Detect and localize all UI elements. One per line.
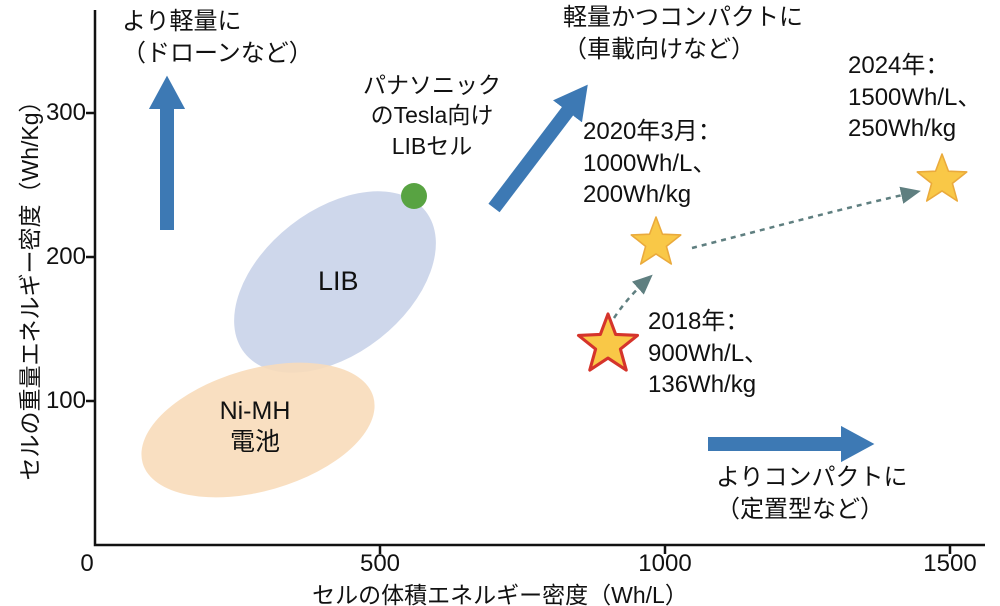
annotation-panasonic-line1: パナソニック — [363, 72, 501, 98]
panasonic-cell-point — [401, 183, 427, 209]
trend-arrow-2018-2020 — [612, 274, 653, 319]
annotation-lighter-compact-line1: 軽量かつコンパクトに — [563, 4, 803, 31]
y-tick-100: 100 — [45, 387, 86, 414]
annotation-panasonic: パナソニック のTesla向け LIBセル — [352, 70, 512, 161]
nimh-region-ellipse — [141, 362, 375, 498]
nimh-region-label-line1: Ni-MH — [219, 397, 291, 425]
x-tick-500: 500 — [359, 550, 401, 577]
annotation-2018: 2018年： 900Wh/L、 136Wh/kg — [648, 306, 768, 401]
annotation-2024-line3: 250Wh/kg — [848, 115, 957, 143]
annotation-lighter-line1: より軽量に — [122, 8, 242, 35]
annotation-panasonic-line3: LIBセル — [391, 132, 473, 159]
nimh-region-label: Ni-MH 電池 — [196, 396, 314, 459]
x-tick-1500: 1500 — [923, 550, 977, 577]
axis-tick-marks — [86, 111, 952, 554]
y-tick-200: 200 — [45, 243, 86, 270]
annotation-lighter-compact-line2: （車載向けなど） — [563, 35, 755, 63]
axes-lines — [93, 10, 985, 547]
annotation-2024: 2024年： 1500Wh/L、 250Wh/kg — [848, 50, 981, 145]
annotation-2024-line2: 1500Wh/L、 — [848, 83, 982, 111]
annotation-panasonic-line2: のTesla向け — [370, 102, 494, 129]
x-axis-title: セルの体積エネルギー密度（Wh/L） — [312, 582, 688, 606]
annotation-compact-line1: よりコンパクトに — [716, 464, 908, 491]
arrow-lighter-compact — [488, 84, 588, 213]
x-tick-1000: 1000 — [638, 550, 692, 577]
annotation-2024-line1: 2024年： — [848, 52, 950, 79]
star-2018 — [576, 312, 640, 372]
star-2024 — [916, 153, 968, 202]
annotation-2018-line2: 900Wh/L、 — [648, 339, 769, 367]
annotation-compact: よりコンパクトに （定置型など） — [716, 462, 908, 525]
annotation-2018-line1: 2018年： — [648, 308, 750, 335]
annotation-compact-line2: （定置型など） — [716, 495, 884, 523]
annotation-2020: 2020年3月： 1000Wh/L、 200Wh/kg — [583, 116, 722, 211]
x-tick-0: 0 — [80, 550, 94, 577]
star-2020 — [630, 216, 682, 265]
trend-arrow-2020-2024 — [691, 186, 921, 250]
annotation-2020-line1: 2020年3月： — [583, 118, 722, 145]
annotation-lighter: より軽量に （ドローンなど） — [122, 6, 313, 69]
lib-region-label: LIB — [318, 266, 359, 296]
annotation-2020-line3: 200Wh/kg — [583, 181, 692, 209]
y-tick-300: 300 — [45, 99, 86, 126]
nimh-region-label-line2: 電池 — [229, 428, 280, 457]
annotation-lighter-compact: 軽量かつコンパクトに （車載向けなど） — [563, 2, 803, 65]
lib-region-ellipse — [234, 191, 436, 373]
annotation-2018-line3: 136Wh/kg — [648, 371, 757, 399]
annotation-lighter-line2: （ドローンなど） — [122, 39, 313, 67]
annotation-2020-line2: 1000Wh/L、 — [583, 149, 717, 177]
